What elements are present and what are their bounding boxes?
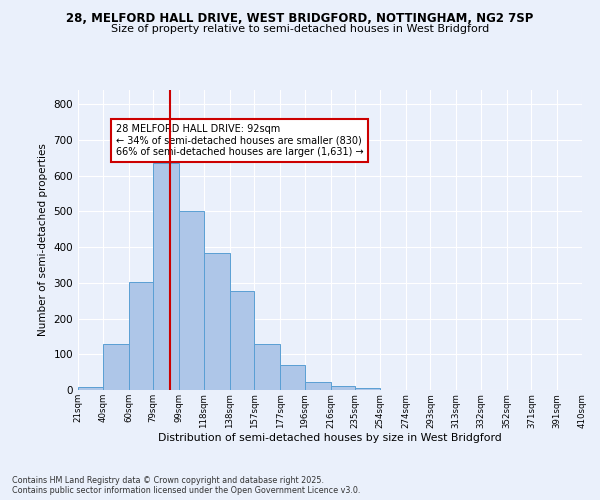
Bar	[153, 163, 179, 390]
Bar	[179, 212, 203, 390]
Text: 28 MELFORD HALL DRIVE: 92sqm
← 34% of semi-detached houses are smaller (830)
66%: 28 MELFORD HALL DRIVE: 92sqm ← 34% of se…	[116, 124, 363, 157]
Bar	[254, 344, 280, 390]
Bar	[280, 365, 305, 390]
Bar	[78, 387, 103, 390]
Bar	[128, 282, 153, 390]
Bar	[305, 382, 331, 390]
Bar	[331, 386, 355, 390]
Text: Contains HM Land Registry data © Crown copyright and database right 2025.
Contai: Contains HM Land Registry data © Crown c…	[12, 476, 361, 495]
Text: 28, MELFORD HALL DRIVE, WEST BRIDGFORD, NOTTINGHAM, NG2 7SP: 28, MELFORD HALL DRIVE, WEST BRIDGFORD, …	[67, 12, 533, 26]
Y-axis label: Number of semi-detached properties: Number of semi-detached properties	[38, 144, 48, 336]
X-axis label: Distribution of semi-detached houses by size in West Bridgford: Distribution of semi-detached houses by …	[158, 433, 502, 443]
Bar	[103, 344, 128, 390]
Bar	[355, 388, 380, 390]
Bar	[203, 253, 230, 390]
Bar	[230, 290, 254, 390]
Text: Size of property relative to semi-detached houses in West Bridgford: Size of property relative to semi-detach…	[111, 24, 489, 34]
